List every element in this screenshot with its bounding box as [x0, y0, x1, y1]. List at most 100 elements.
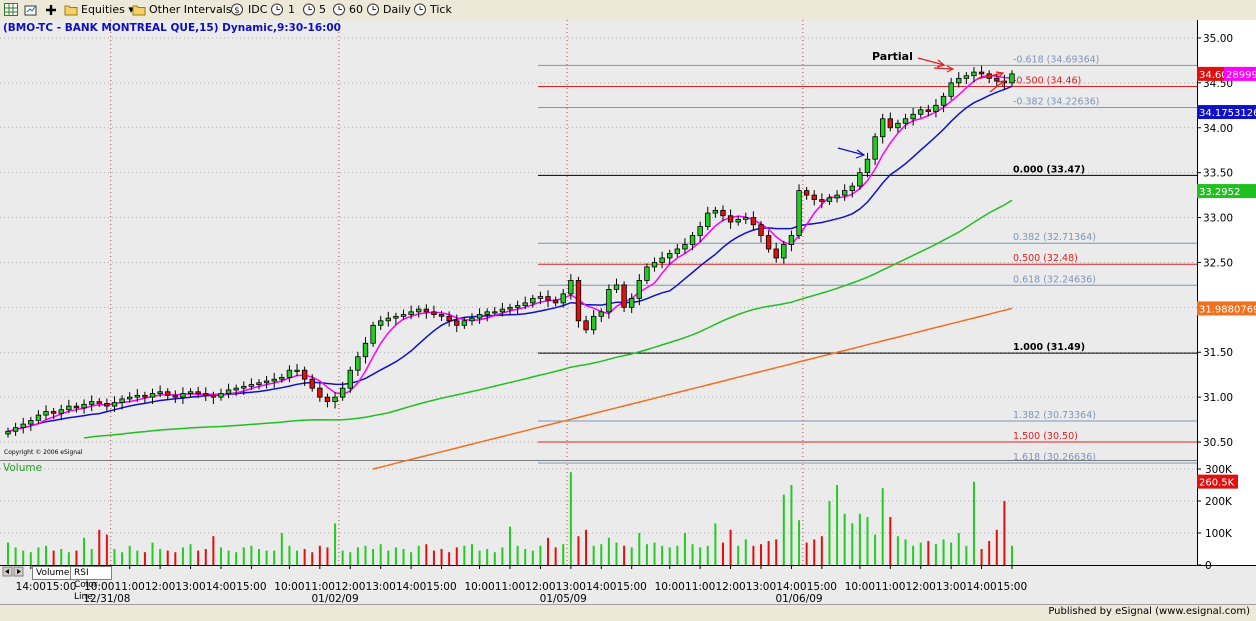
- volume-bar: [22, 550, 25, 565]
- candle-body: [96, 401, 102, 404]
- candle-body: [119, 398, 125, 403]
- equities-menu[interactable]: Equities ▾: [81, 3, 134, 16]
- candle-body: [651, 262, 658, 268]
- candle-body: [81, 403, 87, 409]
- time-tick-label: 11:00: [115, 581, 145, 593]
- other-intervals-label: Other Intervals: [149, 3, 232, 16]
- candle-body: [142, 394, 148, 398]
- add-icon[interactable]: [44, 3, 58, 16]
- candle-body: [149, 393, 156, 398]
- candle-body: [476, 314, 483, 319]
- candle-body: [834, 194, 840, 199]
- candle-body: [902, 118, 909, 124]
- candle-body: [811, 194, 817, 200]
- volume-bar: [592, 545, 595, 565]
- open-chart-icon[interactable]: [24, 3, 38, 16]
- candle-body: [940, 95, 947, 106]
- volume-bar: [60, 549, 63, 565]
- volume-bar: [569, 472, 572, 565]
- candle-body: [606, 288, 612, 313]
- candle-body: [841, 190, 848, 196]
- candle-body: [705, 212, 711, 227]
- volume-bar: [212, 536, 215, 565]
- candle-body: [12, 427, 19, 432]
- time-tick-label: 15:00: [426, 581, 456, 593]
- clock-icon: [303, 3, 315, 16]
- fib-level-label: -0.382 (34.22636): [1013, 96, 1099, 107]
- volume-tick-label: 0: [1205, 560, 1212, 572]
- volume-bar: [995, 529, 998, 565]
- idc-button[interactable]: IDC: [248, 3, 268, 16]
- clock-icon: [414, 3, 426, 16]
- volume-bar: [493, 552, 496, 565]
- volume-bar: [90, 549, 93, 565]
- volume-bar: [151, 542, 154, 565]
- candle-body: [309, 378, 315, 389]
- candle-body: [408, 311, 414, 315]
- date-label: 01/02/09: [311, 593, 358, 604]
- volume-bar: [820, 536, 823, 565]
- candle-body: [263, 380, 270, 384]
- candle-body: [378, 320, 384, 326]
- scroll-left-icon[interactable]: [2, 566, 13, 577]
- interval-1-button[interactable]: 1: [288, 3, 295, 16]
- volume-bar: [349, 552, 352, 565]
- candle-body: [241, 385, 247, 389]
- candle-body: [712, 209, 719, 214]
- volume-bar: [767, 541, 770, 565]
- candle-body: [210, 394, 217, 398]
- candle-body: [910, 113, 916, 120]
- ma-orange-line: [372, 307, 1013, 470]
- time-tick-label: 12:00: [525, 581, 555, 593]
- tick-button[interactable]: Tick: [430, 3, 452, 16]
- candle-body: [507, 306, 513, 310]
- grid-icon[interactable]: [4, 3, 18, 16]
- date-label: 01/05/09: [540, 593, 587, 604]
- volume-bar: [235, 552, 238, 565]
- interval-5-button[interactable]: 5: [319, 3, 326, 16]
- volume-bar: [174, 552, 177, 565]
- candle-body: [66, 405, 72, 411]
- candle-body: [393, 315, 399, 319]
- fib-level-label: 0.618 (32.24636): [1013, 274, 1096, 285]
- symbol-icon: $: [231, 3, 243, 16]
- candle-body: [598, 311, 604, 317]
- volume-bar: [29, 552, 32, 565]
- candle-body: [286, 369, 293, 378]
- candle-body: [918, 109, 924, 115]
- fib-level-label: -0.500 (34.46): [1013, 75, 1081, 86]
- other-intervals-menu[interactable]: Other Intervals ▾: [149, 2, 241, 18]
- copyright-text: Copyright © 2006 eSignal: [4, 449, 83, 456]
- volume-bar: [653, 542, 656, 565]
- volume-bar: [866, 517, 869, 565]
- volume-bar: [121, 552, 124, 565]
- daily-button[interactable]: Daily: [383, 3, 411, 16]
- volume-bar: [782, 494, 785, 565]
- chart-title: (BMO-TC - BANK MONTREAL QUE,15) Dynamic,…: [3, 22, 341, 34]
- interval-60-button[interactable]: 60: [349, 3, 363, 16]
- volume-bar: [881, 488, 884, 565]
- price-badge-label: 31.9880769: [1199, 304, 1256, 315]
- candle-body: [963, 75, 970, 79]
- candle-body: [492, 311, 498, 314]
- time-tick-label: 14:00: [776, 581, 806, 593]
- candle-body: [697, 226, 703, 236]
- volume-bar: [691, 544, 694, 565]
- candle-body: [484, 311, 490, 315]
- volume-bar: [729, 529, 732, 565]
- volume-bar: [668, 547, 671, 565]
- volume-bar: [615, 542, 618, 565]
- volume-bar: [524, 549, 527, 565]
- candle-body: [1009, 73, 1015, 84]
- time-tick-label: 13:00: [366, 581, 396, 593]
- tab-volume[interactable]: Volume: [32, 566, 74, 580]
- time-tick-label: 13:00: [746, 581, 776, 593]
- tab-rsi-color-line-bar[interactable]: RSI Color Line Bar(14): [70, 566, 112, 614]
- candle-body: [803, 190, 810, 196]
- volume-bar: [136, 550, 139, 565]
- scroll-right-icon[interactable]: [13, 566, 24, 577]
- volume-bar: [790, 485, 793, 565]
- candle-body: [271, 378, 277, 382]
- volume-bar: [874, 534, 877, 565]
- volume-tick-label: 100K: [1205, 528, 1233, 540]
